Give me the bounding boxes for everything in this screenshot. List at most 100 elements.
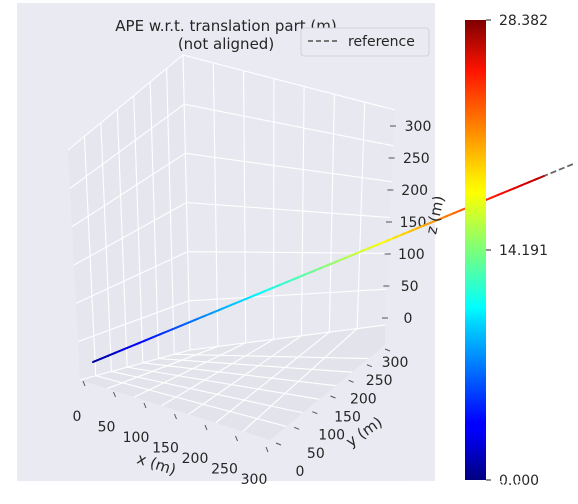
trajectory-segment (317, 264, 328, 270)
trajectory-segment (512, 184, 523, 190)
y-tick-mark (366, 364, 373, 368)
x-tick-label: 50 (98, 420, 116, 436)
trajectory-segment (159, 330, 170, 336)
trajectory-segment (219, 305, 230, 311)
legend: reference (300, 27, 430, 57)
z-tick-label: 0 (404, 311, 413, 327)
x-tick-label: 150 (152, 441, 179, 457)
trajectory-segment (340, 255, 350, 261)
back-pane (183, 55, 395, 350)
trajectory-segment (294, 274, 305, 280)
x-tick-label: 300 (241, 472, 268, 488)
trajectory-segment (227, 302, 237, 308)
trajectory-segment (407, 227, 418, 233)
y-tick-label: 250 (366, 373, 393, 389)
trajectory-segment (370, 243, 380, 249)
x-tick-label: 0 (73, 409, 82, 425)
trajectory-segment (325, 261, 335, 267)
trajectory-segment (302, 271, 312, 277)
x-tick-mark (265, 446, 269, 453)
colorbar-ticks: 0.000 14.191 28.382 (486, 13, 548, 489)
trajectory-segment (309, 268, 320, 274)
trajectory-segment (347, 252, 358, 258)
trajectory-segment (99, 354, 110, 360)
trajectory-segment (137, 339, 147, 345)
y-tick-mark (348, 379, 354, 383)
trajectory-segment (114, 348, 125, 354)
trajectory-segment (452, 209, 463, 215)
y-axis-ticks: 050 100 150 200 250 300 (275, 348, 409, 480)
trajectory-segment (122, 345, 132, 351)
x-tick-mark (204, 424, 208, 431)
trajectory-segment (189, 317, 200, 323)
z-tick-label: 200 (401, 183, 428, 199)
y-tick-label: 150 (334, 410, 361, 426)
trajectory-segment (430, 218, 440, 224)
trajectory-segment (287, 277, 297, 283)
trajectory-segment (242, 295, 252, 301)
y-tick-mark (275, 442, 282, 446)
x-tick-label: 100 (123, 430, 150, 446)
colorbar-tick-label: 28.382 (499, 13, 548, 29)
trajectory-segment (272, 283, 282, 289)
trajectory-segment (152, 333, 162, 339)
legend-reference-label: reference (348, 34, 415, 50)
trajectory-segment (129, 342, 140, 348)
trajectory-segment (279, 280, 290, 286)
colorbar: 0.000 14.191 28.382 (465, 13, 548, 489)
y-tick-mark (312, 411, 318, 415)
trajectory-segment (167, 326, 177, 332)
x-tick-label: 250 (211, 462, 238, 478)
z-tick-label: 100 (398, 247, 425, 263)
y-tick-mark (330, 395, 336, 399)
trajectory-segment (377, 240, 388, 246)
trajectory-segment (527, 178, 538, 184)
y-tick-label: 50 (307, 446, 325, 462)
colorbar-tick-label: 0.000 (499, 473, 539, 489)
trajectory-segment (385, 237, 395, 243)
trajectory-segment (422, 221, 433, 227)
x-tick-mark (174, 413, 177, 420)
trajectory-segment (505, 187, 515, 193)
trajectory-segment (107, 351, 117, 357)
x-tick-mark (235, 435, 238, 442)
trajectory-segment (92, 357, 102, 363)
trajectory-segment (249, 292, 260, 298)
trajectory-segment (234, 299, 245, 305)
trajectory-segment (520, 181, 530, 187)
trajectory-segment (392, 233, 403, 239)
trajectory-segment (355, 249, 365, 255)
y-tick-label: 0 (296, 464, 305, 480)
x-tick-mark (113, 391, 116, 398)
trajectory-segment (332, 258, 343, 264)
trajectory-segment (437, 215, 448, 221)
trajectory-segment (415, 224, 425, 230)
trajectory-segment (400, 230, 410, 236)
trajectory-segment (264, 286, 275, 292)
trajectory-segment (497, 190, 508, 196)
y-tick-label: 300 (382, 355, 409, 371)
chart-title-line1: APE w.r.t. translation part (m) (115, 17, 336, 35)
trajectory-segment (212, 308, 222, 314)
trajectory-segment (362, 246, 373, 252)
legend-frame (300, 27, 430, 57)
y-tick-label: 100 (318, 428, 345, 444)
grid-lines (67, 54, 396, 432)
watermark: CSDN @weixin_44081378 (330, 478, 525, 497)
z-tick-label: 300 (405, 119, 432, 135)
trajectory-segment (204, 311, 215, 317)
trajectory-segment (490, 193, 500, 199)
colorbar-tick-label: 14.191 (499, 243, 548, 259)
y-tick-mark (384, 348, 391, 352)
z-tick-label: 50 (401, 279, 419, 295)
x-tick-mark (143, 402, 147, 409)
trajectory-segment (144, 336, 155, 342)
trajectory-segment (257, 289, 267, 295)
floor-pane (80, 325, 385, 440)
y-tick-mark (293, 426, 300, 430)
y-tick-label: 200 (350, 391, 377, 407)
trajectory-segment (197, 314, 207, 320)
trajectory-segment (445, 212, 455, 218)
